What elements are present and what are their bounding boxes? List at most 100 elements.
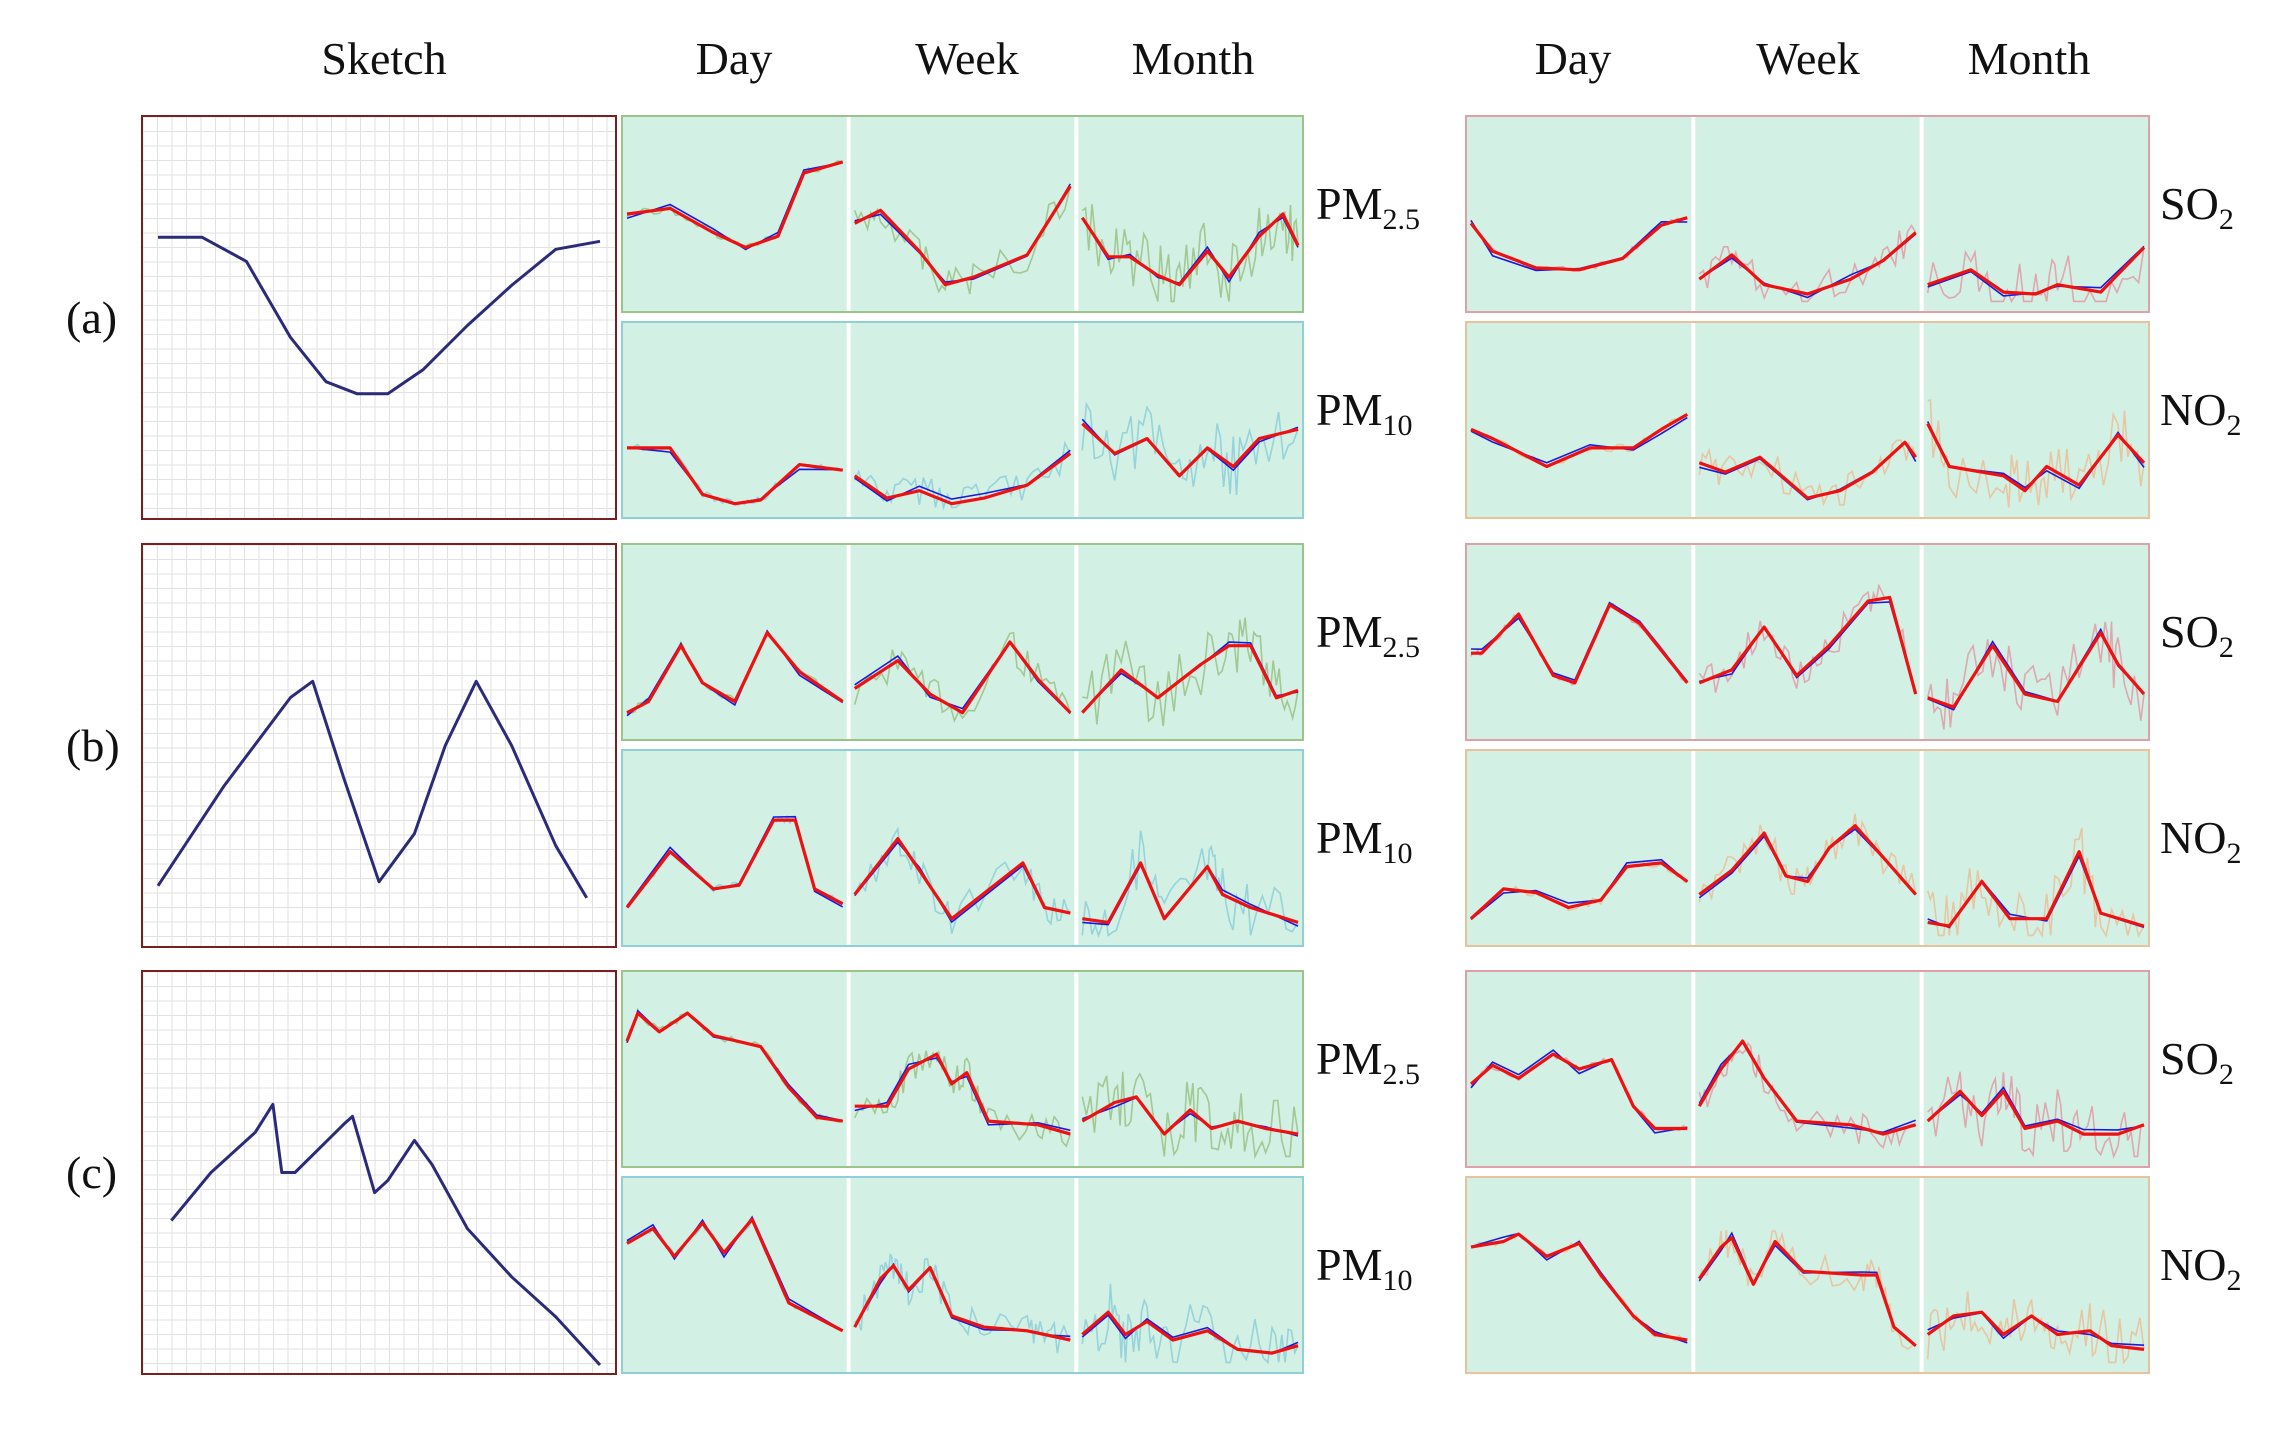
row-label: (c)	[66, 1146, 118, 1198]
raw-series	[853, 826, 1071, 934]
sketch-header: Sketch	[321, 33, 447, 84]
reference-series	[1470, 1049, 1688, 1134]
raw-series	[1081, 830, 1299, 938]
fitted-series	[1469, 861, 1689, 920]
raw-series	[1698, 813, 1917, 903]
left-pollutant-panel	[621, 543, 1304, 741]
fitted-series	[1926, 1310, 2145, 1351]
fitted-series	[853, 837, 1071, 921]
fitted-series	[853, 185, 1072, 287]
fitted-series	[1081, 1310, 1299, 1355]
raw-series	[1698, 1230, 1916, 1350]
left-pollutant-panel	[621, 1176, 1304, 1374]
fitted-series	[854, 1052, 1071, 1136]
fitted-series	[1469, 216, 1688, 272]
fitted-series	[1698, 231, 1917, 296]
pollutant-label: SO2	[2160, 1032, 2234, 1092]
fitted-series	[626, 631, 844, 715]
sketch-curve	[156, 679, 588, 899]
pollutant-label: PM10	[1316, 811, 1413, 871]
row-label: (b)	[66, 719, 120, 771]
fitted-series	[1926, 422, 2146, 493]
fitted-series	[853, 1264, 1071, 1342]
right-pollutant-panel	[1465, 1176, 2150, 1374]
left-day-header: Day	[695, 33, 773, 84]
sketch-panel	[141, 115, 617, 520]
reference-series	[1470, 601, 1688, 682]
fitted-series	[853, 640, 1072, 715]
right-day-header: Day	[1534, 33, 1612, 84]
raw-series	[853, 440, 1072, 511]
fitted-series	[1082, 861, 1299, 924]
fitted-series	[626, 160, 844, 250]
right-pollutant-panel	[1465, 749, 2150, 947]
left-pollutant-panel	[621, 321, 1304, 519]
fitted-series	[1471, 603, 1689, 685]
fitted-series	[1697, 1039, 1917, 1136]
fitted-series	[1697, 1236, 1917, 1347]
sketch-panel	[141, 543, 617, 948]
raw-series	[1927, 1071, 2145, 1160]
raw-series	[854, 1253, 1071, 1354]
fitted-series	[625, 1011, 843, 1123]
pollutant-label: SO2	[2160, 177, 2234, 237]
raw-series	[1081, 1283, 1299, 1365]
fitted-series	[853, 452, 1072, 506]
left-pollutant-panel	[621, 749, 1304, 947]
pollutant-label: PM10	[1316, 1238, 1413, 1298]
raw-series	[1926, 1291, 2145, 1365]
raw-series	[1081, 204, 1299, 303]
left-pollutant-panel	[621, 970, 1304, 1168]
pollutant-label: PM2.5	[1316, 605, 1420, 665]
fitted-series	[1080, 212, 1300, 287]
fitted-series	[626, 1217, 844, 1333]
reference-series	[1470, 416, 1688, 464]
right-week-header: Week	[1756, 33, 1860, 84]
fitted-series	[1927, 850, 2145, 928]
pollutant-label: PM2.5	[1316, 1032, 1420, 1092]
row-label: (a)	[66, 291, 118, 343]
fitted-series	[1698, 595, 1918, 695]
right-pollutant-panel	[1465, 970, 2150, 1168]
fitted-series	[1469, 1052, 1688, 1131]
fitted-series	[1698, 824, 1917, 896]
fitted-series	[1927, 631, 2146, 709]
left-pollutant-panel	[621, 115, 1304, 313]
pollutant-label: SO2	[2160, 605, 2234, 665]
sketch-curve	[170, 1102, 602, 1367]
raw-series	[1698, 439, 1917, 507]
raw-series	[853, 631, 1072, 724]
left-week-header: Week	[915, 33, 1019, 84]
right-pollutant-panel	[1465, 115, 2150, 313]
right-pollutant-panel	[1465, 321, 2150, 519]
raw-series	[1926, 247, 2145, 304]
fitted-series	[1926, 1089, 2145, 1136]
fitted-series	[1081, 422, 1299, 478]
raw-series	[1698, 224, 1917, 303]
raw-series	[1081, 1071, 1299, 1160]
raw-series	[1926, 827, 2145, 938]
pollutant-label: NO2	[2160, 1238, 2242, 1298]
right-month-header: Month	[1967, 33, 2091, 84]
pollutant-label: PM10	[1316, 383, 1413, 443]
sketch-panel	[141, 970, 617, 1375]
fitted-series	[625, 818, 844, 909]
raw-series	[853, 185, 1072, 295]
fitted-series	[1470, 1232, 1688, 1342]
right-pollutant-panel	[1465, 543, 2150, 741]
raw-series	[853, 1050, 1072, 1148]
left-month-header: Month	[1131, 33, 1255, 84]
raw-series	[1698, 1041, 1916, 1149]
pollutant-label: PM2.5	[1316, 177, 1420, 237]
fitted-series	[1470, 413, 1689, 469]
fitted-series	[1927, 246, 2146, 296]
pollutant-label: NO2	[2160, 811, 2242, 871]
reference-series	[1470, 858, 1688, 921]
sketch-curve	[158, 235, 601, 396]
fitted-series	[1698, 440, 1917, 500]
fitted-series	[1081, 644, 1299, 714]
reference-series	[626, 161, 843, 251]
pollutant-label: NO2	[2160, 383, 2242, 443]
raw-series	[1081, 401, 1299, 496]
